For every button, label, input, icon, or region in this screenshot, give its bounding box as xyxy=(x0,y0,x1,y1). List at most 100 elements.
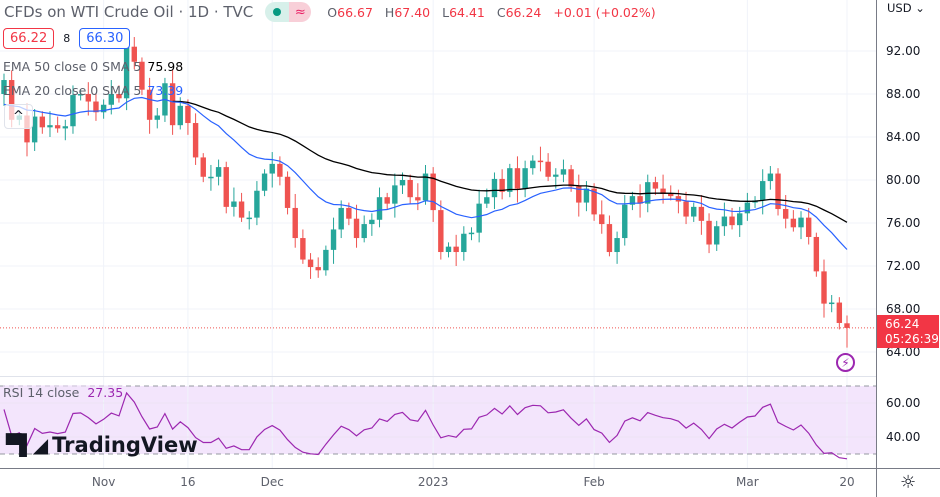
candle xyxy=(461,226,467,261)
candle-body xyxy=(737,213,743,226)
candle xyxy=(560,159,567,183)
candle-body xyxy=(522,168,528,189)
candle-body xyxy=(714,226,720,245)
candle xyxy=(430,167,436,222)
price-axis-label: 72.00 xyxy=(886,259,920,273)
candle-body xyxy=(652,182,659,189)
candle xyxy=(85,82,91,116)
candle xyxy=(453,234,459,266)
ema20-line xyxy=(3,96,848,250)
candle xyxy=(821,259,827,318)
collapse-legend-button[interactable]: ^ xyxy=(4,104,33,129)
price-axis-label: 80.00 xyxy=(886,173,920,187)
candle xyxy=(767,166,774,190)
candle-body xyxy=(169,83,176,126)
chevron-down-icon: ⌄ xyxy=(915,1,925,15)
ema50-line xyxy=(172,100,848,223)
low-value: 64.41 xyxy=(449,4,485,20)
candle-body xyxy=(31,116,38,143)
chevron-up-icon: ^ xyxy=(13,109,24,124)
candle xyxy=(775,168,781,216)
candle-body xyxy=(116,94,122,99)
candle xyxy=(261,169,268,197)
buy-button[interactable]: 66.30 xyxy=(79,28,131,49)
candle xyxy=(392,173,398,218)
candle-body xyxy=(798,217,804,228)
candle-body xyxy=(208,176,214,179)
candle-body xyxy=(744,202,751,214)
candle xyxy=(545,153,551,182)
candle-body xyxy=(54,125,61,129)
candle xyxy=(422,164,429,205)
candle-body xyxy=(468,232,475,235)
candle xyxy=(698,195,705,235)
candle xyxy=(300,229,306,264)
rsi-axis-label: 40.00 xyxy=(886,430,920,444)
candle xyxy=(407,174,413,204)
candle xyxy=(139,57,145,96)
candle-body xyxy=(139,61,145,90)
settings-gear-icon[interactable]: ☼ xyxy=(900,472,917,493)
rsi-band xyxy=(0,386,876,454)
time-axis-label: 2023 xyxy=(418,475,449,489)
candle-body xyxy=(123,46,130,99)
candle-body xyxy=(637,196,643,204)
candle-body xyxy=(323,249,329,271)
sell-button[interactable]: 66.22 xyxy=(3,28,55,49)
candle-body xyxy=(39,116,46,128)
candle xyxy=(805,207,812,245)
lightning-icon[interactable]: ⚡ xyxy=(836,353,855,372)
candle-body xyxy=(376,197,383,220)
candle-body xyxy=(537,160,544,163)
ema50-legend[interactable]: EMA 50 close 0 SMA 5 75.98 xyxy=(3,59,183,74)
candle xyxy=(146,77,153,134)
candle-body xyxy=(200,157,206,177)
candle-body xyxy=(499,178,505,192)
candle xyxy=(438,200,444,260)
tradingview-logo[interactable]: ▀▌◢ TradingView xyxy=(6,433,198,457)
candle-body xyxy=(238,201,245,218)
candle-body xyxy=(254,190,260,218)
candle-body xyxy=(491,178,498,198)
candle-body xyxy=(622,204,628,239)
candle xyxy=(361,215,367,243)
symbol-title[interactable]: CFDs on WTI Crude Oil · 1D · TVC xyxy=(4,3,254,21)
candle-body xyxy=(514,168,521,189)
currency-select[interactable]: USD ⌄ xyxy=(887,1,925,15)
candle xyxy=(798,211,804,240)
candle-body xyxy=(77,94,84,96)
candle xyxy=(307,253,314,279)
time-axis-label: Feb xyxy=(583,475,604,489)
candle xyxy=(522,160,528,198)
tradingview-logo-icon: ▀▌◢ xyxy=(6,433,48,457)
candle xyxy=(384,192,390,210)
candle xyxy=(576,174,582,217)
delayed-data-icon: ≈ xyxy=(289,2,312,22)
ema20-value: 73.39 xyxy=(147,83,184,98)
candle-body xyxy=(813,236,820,272)
candle xyxy=(652,176,659,196)
candle xyxy=(591,183,597,221)
candle-body xyxy=(698,206,705,221)
candle-body xyxy=(62,126,69,129)
logo-text: TradingView xyxy=(52,433,198,457)
rsi-legend[interactable]: RSI 14 close 27.35 xyxy=(3,385,124,400)
candle-body xyxy=(591,188,597,215)
candle-body xyxy=(231,201,237,207)
candle xyxy=(31,109,38,151)
candle-body xyxy=(1,80,7,94)
candle-body xyxy=(729,216,735,226)
candle-body xyxy=(576,186,582,203)
candle xyxy=(93,94,99,121)
candle-body xyxy=(530,160,536,169)
candle-body xyxy=(300,238,306,260)
market-status[interactable]: ≈ xyxy=(265,2,312,22)
candle xyxy=(614,231,620,264)
candle xyxy=(1,73,7,106)
candle-body xyxy=(246,217,252,220)
candle xyxy=(637,184,643,218)
ema20-legend[interactable]: EMA 20 close 0 SMA 5 73.39 xyxy=(3,83,183,98)
candle-body xyxy=(430,173,436,211)
candle-body xyxy=(108,94,114,105)
